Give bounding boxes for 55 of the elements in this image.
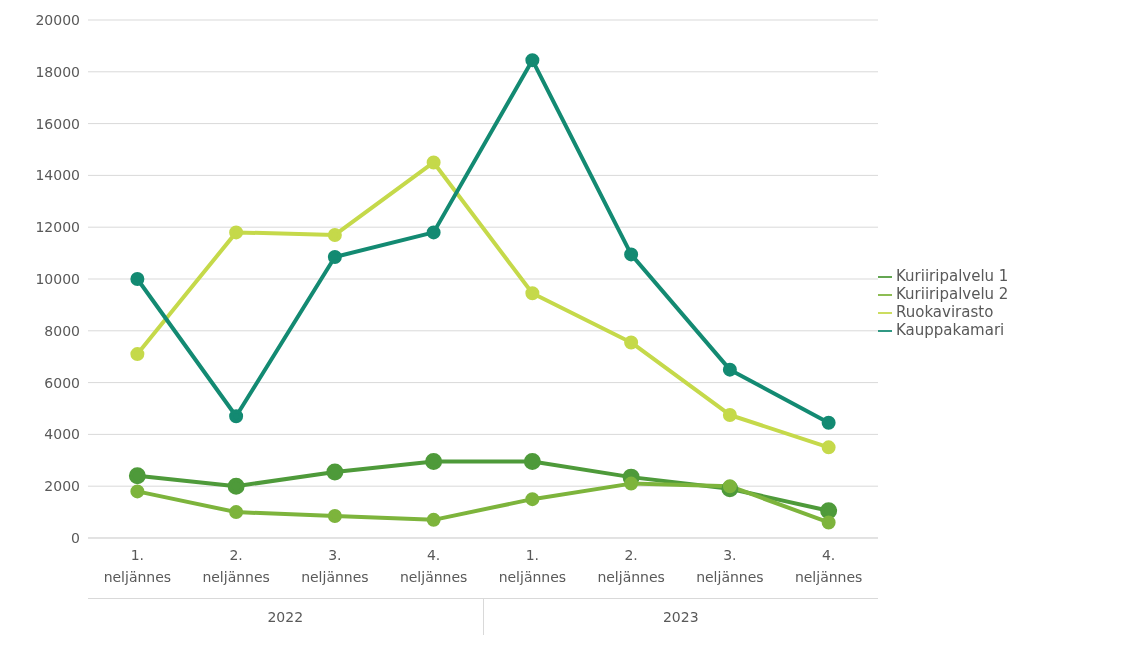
- x-tick-label: 4. neljännes: [794, 547, 863, 585]
- y-tick-label: 2000: [44, 478, 80, 495]
- y-tick-label: 14000: [35, 167, 80, 184]
- point: [624, 247, 639, 262]
- y-tick-label: 20000: [35, 11, 80, 28]
- point: [523, 453, 541, 471]
- point: [821, 440, 836, 455]
- legend-label: Kuriiripalvelu 2: [896, 285, 1009, 303]
- legend-label: Kuriiripalvelu 1: [896, 267, 1009, 285]
- point: [426, 512, 441, 527]
- point: [130, 272, 145, 286]
- point: [821, 515, 836, 530]
- point: [722, 479, 737, 494]
- point: [227, 477, 245, 495]
- point: [820, 502, 838, 520]
- x-tick-label: 3. neljännes: [696, 547, 764, 585]
- y-tick-label: 6000: [44, 374, 80, 391]
- x-tick-label: 1. neljännes: [498, 547, 567, 585]
- point: [229, 225, 244, 240]
- y-tick-label: 12000: [35, 219, 80, 236]
- x-tick-label: 2. neljännes: [202, 547, 270, 585]
- point: [525, 286, 540, 301]
- point: [229, 505, 244, 520]
- legend-label: Ruokavirasto: [896, 303, 994, 321]
- y-tick-label: 8000: [44, 322, 80, 339]
- point: [525, 53, 540, 68]
- point: [130, 347, 145, 362]
- legend-label: Kauppakamari: [896, 321, 1005, 339]
- x-tick-label: 3. neljännes: [301, 547, 369, 585]
- point: [327, 508, 342, 523]
- point: [821, 415, 836, 430]
- point: [326, 463, 344, 481]
- x-tick-label: 2. neljännes: [597, 547, 665, 585]
- point: [327, 249, 342, 264]
- x-tick-label: 1. neljännes: [103, 547, 172, 585]
- point: [624, 335, 639, 350]
- point: [425, 453, 443, 471]
- text: 2022: [266, 608, 305, 627]
- y-tick-label: 18000: [35, 63, 80, 80]
- text: 2023: [482, 599, 878, 635]
- x-tick-label: 4. neljännes: [399, 547, 468, 585]
- point: [624, 476, 639, 491]
- y-tick-label: 0: [71, 529, 80, 546]
- y-tick-label: 16000: [35, 115, 80, 132]
- point: [426, 225, 441, 240]
- point: [525, 492, 540, 507]
- point: [327, 227, 342, 242]
- point: [128, 467, 146, 485]
- point: [722, 362, 737, 377]
- y-tick-label: 10000: [35, 270, 80, 287]
- point: [130, 484, 145, 499]
- y-tick-label: 4000: [44, 426, 80, 443]
- point: [229, 409, 244, 424]
- point: [722, 407, 737, 422]
- point: [426, 155, 441, 170]
